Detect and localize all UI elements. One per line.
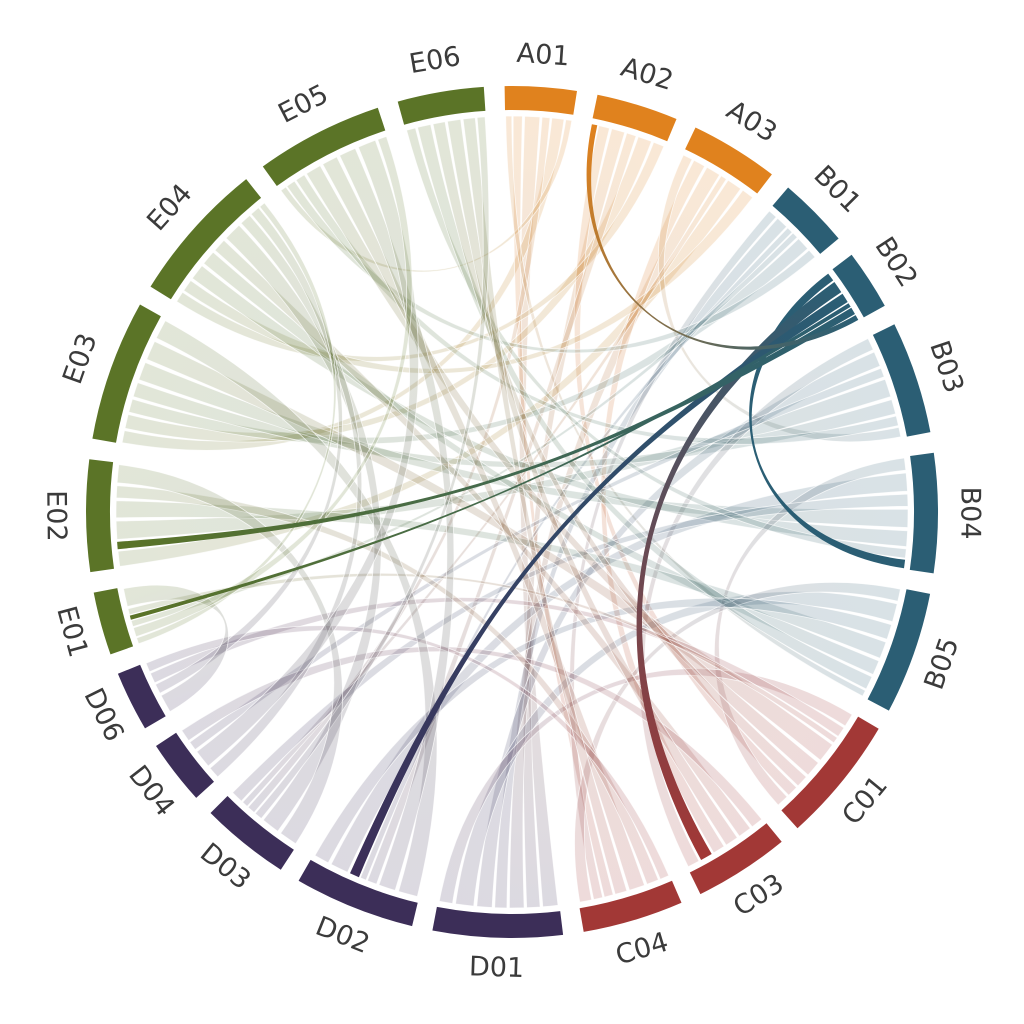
chord-C04-E06 <box>462 117 628 895</box>
sector-label-B02: B02 <box>869 232 924 293</box>
chord-B01-E01 <box>130 232 798 628</box>
sector-arc-A03 <box>685 127 772 194</box>
sector-label-B04: B04 <box>954 487 985 540</box>
chord-A01-D03 <box>247 116 551 814</box>
sector-label-E04: E04 <box>141 178 198 237</box>
sector-label-C01: C01 <box>836 770 894 831</box>
sector-label-E06: E06 <box>407 41 463 80</box>
sector-label-E02: E02 <box>40 490 71 542</box>
sector-arc-E04 <box>150 179 262 300</box>
chord-A02-E04 <box>176 141 665 362</box>
chord-B04-C01 <box>714 457 907 806</box>
sector-label-E01: E01 <box>50 603 93 661</box>
chord-B05-E06 <box>417 124 873 690</box>
sector-label-E03: E03 <box>57 329 103 388</box>
sector-arc-B02 <box>832 254 885 318</box>
sector-arc-B05 <box>867 589 931 711</box>
chord-C04-D06 <box>145 625 670 880</box>
sector-arc-E01 <box>93 588 134 655</box>
chord-B04-E04 <box>191 265 909 548</box>
sector-label-A02: A02 <box>617 52 677 97</box>
chord-D03-E06 <box>254 116 490 820</box>
sector-arc-D06 <box>117 664 166 729</box>
sector-label-D02: D02 <box>311 911 374 960</box>
sector-label-B03: B03 <box>923 337 969 397</box>
sector-label-D06: D06 <box>77 683 129 746</box>
sector-label-B05: B05 <box>919 634 966 694</box>
chord-E01-E05 <box>132 135 413 638</box>
chord-D06-E04 <box>154 207 343 694</box>
sector-label-C04: C04 <box>612 927 672 972</box>
sector-label-C03: C03 <box>728 868 790 923</box>
chord-A01-B05 <box>505 115 866 697</box>
sector-label-A03: A03 <box>721 95 782 149</box>
sector-arc-A02 <box>592 94 677 142</box>
chord-B01-E03 <box>128 238 809 445</box>
sector-arc-E02 <box>86 459 114 573</box>
sector-arc-D02 <box>298 859 418 927</box>
sector-arcs-layer <box>86 86 938 938</box>
sector-arc-E03 <box>92 304 161 443</box>
chord-C04-E02 <box>115 485 659 885</box>
sector-arc-B01 <box>772 187 839 254</box>
chord-D06-E01 <box>123 584 229 713</box>
chord-B03-E05 <box>295 174 899 445</box>
chord-D03-E02 <box>116 464 343 845</box>
sector-arc-E05 <box>262 107 386 186</box>
sector-label-D01: D01 <box>468 951 524 984</box>
sector-arc-C04 <box>579 880 682 932</box>
sector-label-A01: A01 <box>516 38 571 73</box>
sector-arc-E06 <box>397 86 486 125</box>
chord-D04-E05 <box>196 139 419 767</box>
sector-arc-B04 <box>909 452 938 574</box>
chord-D02-E05 <box>339 147 455 891</box>
chord-B01-E05 <box>286 180 816 354</box>
chord-C01-E06 <box>432 121 807 787</box>
sector-arc-C01 <box>781 716 879 829</box>
chord-B04-E06 <box>406 127 907 559</box>
sector-arc-B03 <box>872 324 931 437</box>
sector-label-E05: E05 <box>273 79 333 130</box>
sector-arc-D03 <box>210 796 294 870</box>
sector-arc-D04 <box>156 732 214 798</box>
ribbons-faint-layer <box>115 115 909 909</box>
chord-A03-D03 <box>242 175 727 807</box>
sector-label-D04: D04 <box>122 760 180 823</box>
chord-B05-C04 <box>574 582 901 903</box>
sector-arc-A01 <box>504 86 577 115</box>
chord-C03-E06 <box>446 118 738 846</box>
sector-arc-C03 <box>689 823 782 895</box>
sector-label-D03: D03 <box>194 837 256 896</box>
sector-label-B01: B01 <box>807 160 866 219</box>
sector-arc-D01 <box>432 906 564 938</box>
